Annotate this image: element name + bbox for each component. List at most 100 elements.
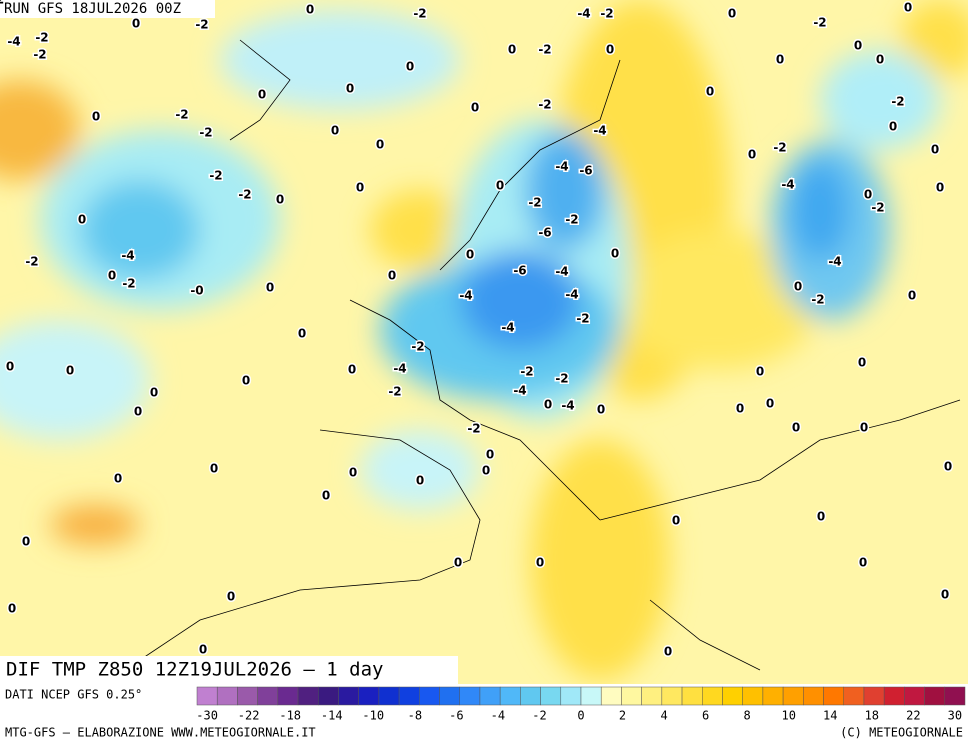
contour-label: -2 (467, 422, 480, 436)
contour-label: 0 (322, 489, 330, 503)
colorbar-label: -8 (408, 709, 422, 723)
contour-label: 0 (766, 397, 774, 411)
contour-label: 0 (258, 88, 266, 102)
colorbar-swatch (863, 686, 885, 706)
colorbar-label: 0 (577, 709, 584, 723)
contour-label: -2 (576, 312, 589, 326)
run-header: RUN GFS 18JUL2026 00Z (4, 1, 181, 17)
contour-label: 0 (794, 280, 802, 294)
contour-label: 0 (748, 148, 756, 162)
contour-label: 0 (114, 472, 122, 486)
contour-label: 0 (349, 466, 357, 480)
contour-label: 0 (356, 181, 364, 195)
colorbar-swatch (237, 686, 258, 706)
contour-label: 0 (860, 421, 868, 435)
colorbar-label: -18 (279, 709, 301, 723)
contour-label: 0 (466, 248, 474, 262)
contour-label: 0 (406, 60, 414, 74)
title-box (0, 656, 458, 684)
contour-label: -4 (7, 35, 20, 49)
contour-label: 0 (728, 7, 736, 21)
contour-label: 0 (508, 43, 516, 57)
colorbar-swatch (600, 686, 622, 706)
colorbar-swatch (681, 686, 703, 706)
contour-label: -2 (199, 126, 212, 140)
contour-label: -2 (565, 213, 578, 227)
contour-label: 0 (298, 327, 306, 341)
colorbar-swatch (520, 686, 541, 706)
colorbar-swatch (580, 686, 602, 706)
colorbar-swatch (661, 686, 683, 706)
contour-label: 0 (227, 590, 235, 604)
contour-label: 0 (536, 556, 544, 570)
colorbar-swatch (419, 686, 440, 706)
contour-label: 0 (276, 193, 284, 207)
colorbar-swatch (823, 686, 844, 706)
colorbar-swatch (803, 686, 824, 706)
colorbar-swatch (479, 686, 501, 706)
contour-label: -2 (195, 18, 208, 32)
contour-label: -2 (413, 7, 426, 21)
contour-label: 0 (611, 247, 619, 261)
colorbar-label: -14 (321, 709, 343, 723)
colorbar-swatch (782, 686, 804, 706)
contour-label: -4 (828, 255, 841, 269)
contour-label: 0 (817, 510, 825, 524)
contour-label: 0 (376, 138, 384, 152)
contour-label: 0 (306, 3, 314, 17)
colorbar-label: -22 (238, 709, 260, 723)
credit-right: (C) METEOGIORNALE (840, 726, 963, 740)
colorbar-swatch (742, 686, 764, 706)
contour-label: -6 (538, 226, 551, 240)
colorbar-label: 30 (948, 709, 962, 723)
contour-label: 0 (331, 124, 339, 138)
colorbar-swatch (439, 686, 460, 706)
contour-label: 0 (792, 421, 800, 435)
contour-label: 0 (242, 374, 250, 388)
colorbar-swatch (702, 686, 723, 706)
colorbar-swatch (277, 686, 299, 706)
contour-label: 0 (388, 269, 396, 283)
contour-label: 0 (346, 82, 354, 96)
contour-label: -2 (25, 255, 38, 269)
contour-label: -4 (577, 7, 590, 21)
contour-label: 0 (904, 1, 912, 15)
contour-label: 0 (736, 402, 744, 416)
contour-label: 0 (6, 360, 14, 374)
contour-label: 0 (266, 281, 274, 295)
colorbar-swatch (499, 686, 521, 706)
colorbar-swatch (318, 686, 339, 706)
contour-label: 0 (199, 643, 207, 657)
colorbar-label: -10 (362, 709, 384, 723)
contour-label: -2 (122, 277, 135, 291)
colorbar-label: 6 (702, 709, 709, 723)
colorbar-swatch (297, 686, 319, 706)
contour-label: -2 (209, 169, 222, 183)
contour-label: -2 (871, 201, 884, 215)
colorbar-swatch (560, 686, 582, 706)
contour-label: 0 (544, 398, 552, 412)
contour-label: 2 (0, 0, 4, 7)
contour-label: 0 (22, 535, 30, 549)
contour-label: -0 (190, 284, 203, 298)
contour-label: -2 (813, 16, 826, 30)
contour-label: 0 (482, 464, 490, 478)
contour-label: -2 (811, 293, 824, 307)
contour-label: 0 (8, 602, 16, 616)
contour-label: 0 (78, 213, 86, 227)
colorbar-swatch (540, 686, 562, 706)
contour-label: -2 (175, 108, 188, 122)
contour-label: -2 (600, 7, 613, 21)
contour-label: 0 (706, 85, 714, 99)
colorbar-swatch (924, 686, 946, 706)
colorbar-swatch (216, 686, 238, 706)
colorbar-label: 8 (744, 709, 751, 723)
colorbar-swatch (762, 686, 784, 706)
contour-label: 0 (606, 43, 614, 57)
contour-label: 0 (471, 101, 479, 115)
colorbar-label: 18 (865, 709, 879, 723)
contour-label: -4 (555, 160, 568, 174)
contour-label: 0 (756, 365, 764, 379)
contour-label: 0 (672, 514, 680, 528)
